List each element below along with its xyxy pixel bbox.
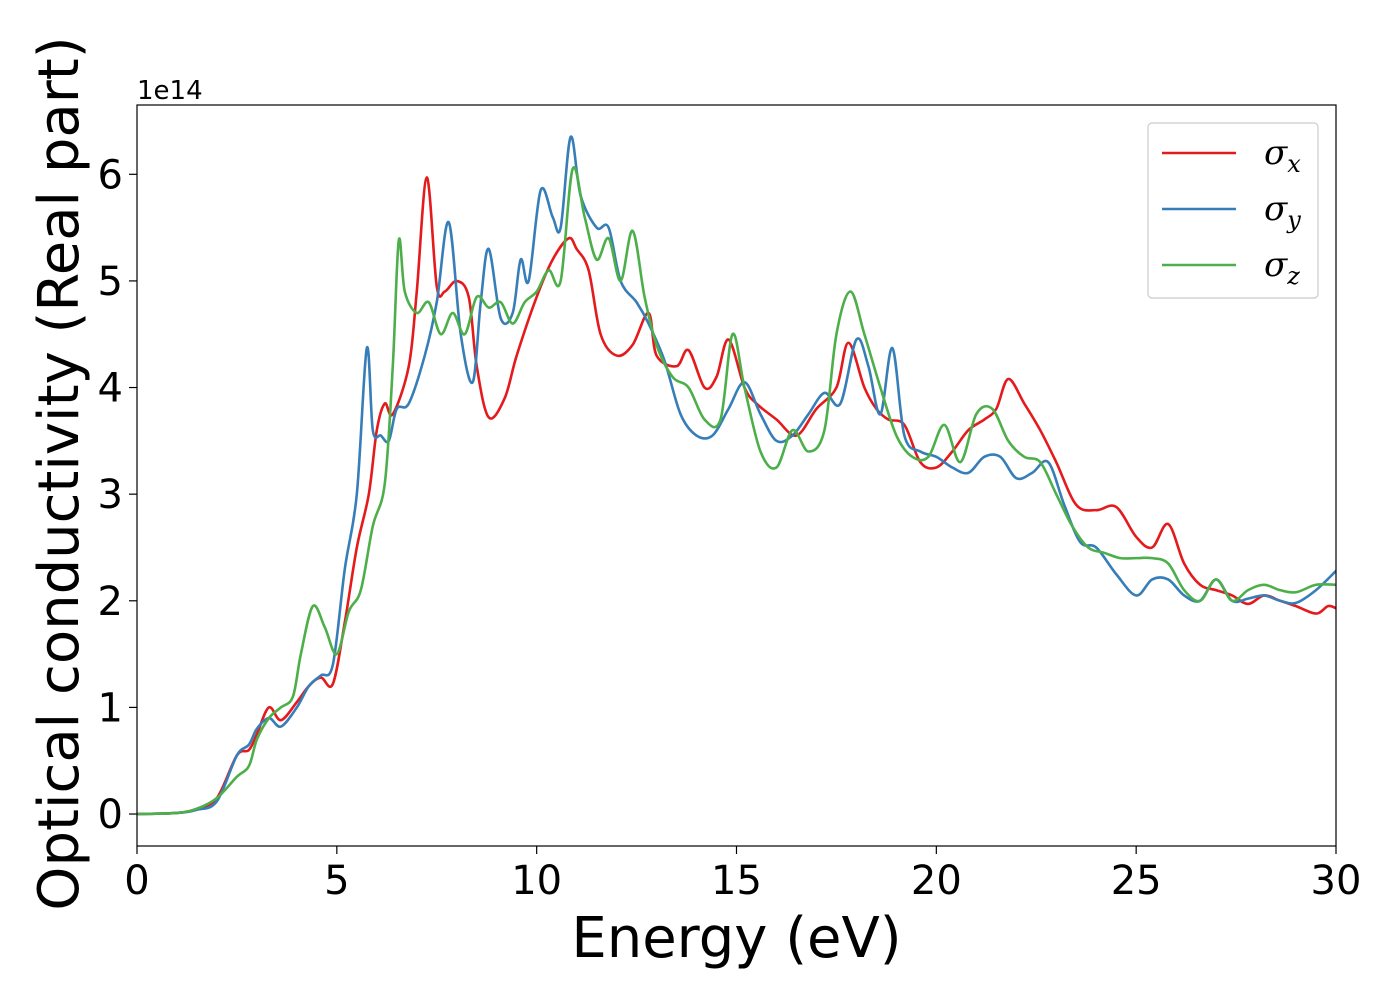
legend-label-base: σ [1264,189,1288,229]
y-tick-label: 0 [98,792,123,838]
y-axis-title: Optical conductivity (Real part) [27,36,92,910]
y-tick-label: 5 [98,259,123,305]
series-line-x [137,176,1336,816]
legend-label-base: σ [1264,133,1288,173]
x-tick-label: 30 [1311,858,1362,904]
y-tick-label: 1 [98,685,123,731]
y-tick-label: 6 [98,152,123,198]
legend-box [1147,122,1319,299]
legend-label-subscript: z [1286,262,1300,290]
x-tick-label: 10 [511,858,562,904]
x-axis-ticks: 0 5 10 15 20 25 30 [124,846,1361,904]
legend-label-subscript: x [1287,150,1301,178]
x-tick-label: 15 [711,858,762,904]
legend-label-base: σ [1264,245,1288,285]
x-tick-label: 20 [911,858,962,904]
x-axis-title: Energy (eV) [571,906,901,971]
x-tick-label: 5 [324,858,349,904]
legend-label-y: σy [1264,189,1301,234]
y-axis-ticks: 0 1 2 3 4 5 6 [98,152,137,838]
legend-label-x: σx [1264,133,1301,178]
y-axis-offset-label: 1e14 [137,76,203,106]
y-tick-label: 2 [98,579,123,625]
legend-label-z: σz [1264,245,1300,290]
legend-label-subscript: y [1286,206,1301,234]
series-layer [137,135,1336,816]
series-line-y [137,135,1336,816]
y-tick-label: 4 [98,366,123,412]
x-tick-label: 25 [1111,858,1162,904]
y-tick-label: 3 [98,472,123,518]
x-tick-label: 0 [124,858,149,904]
series-line-z [137,166,1336,816]
